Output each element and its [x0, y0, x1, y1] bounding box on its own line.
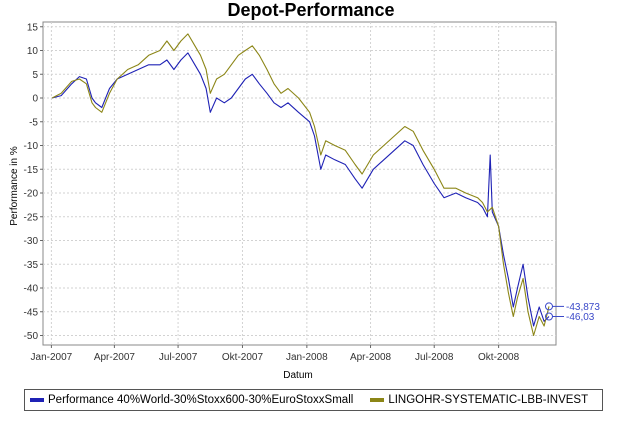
- legend-label-series-1: Performance 40%World-30%Stoxx600-30%Euro…: [48, 394, 354, 406]
- y-tick-label: -15: [24, 165, 39, 176]
- y-tick-label: -5: [29, 117, 38, 128]
- end-value-markers: -46,03-43,873: [545, 302, 600, 323]
- end-value-label-2: -43,873: [566, 302, 600, 313]
- y-tick-label: -40: [24, 284, 39, 295]
- x-tick-label: Jul-2007: [159, 352, 198, 363]
- legend-label-series-2: LINGOHR-SYSTEMATIC-LBB-INVEST: [388, 394, 589, 406]
- y-tick-label: -50: [24, 331, 39, 342]
- x-axis-ticks: Jan-2007 Apr-2007 Jul-2007 Okt-2007 Jan-2008…: [31, 345, 520, 363]
- legend-item-series-2: LINGOHR-SYSTEMATIC-LBB-INVEST: [370, 394, 588, 406]
- legend-item-series-1: Performance 40%World-30%Stoxx600-30%Euro…: [30, 394, 353, 406]
- y-tick-label: -25: [24, 212, 39, 223]
- x-tick-label: Jan-2008: [286, 352, 328, 363]
- y-tick-label: 5: [32, 70, 38, 81]
- x-axis-label: Datum: [283, 370, 312, 381]
- y-tick-label: -45: [24, 307, 39, 318]
- y-tick-label: 10: [27, 46, 39, 57]
- y-tick-label: 15: [27, 22, 39, 33]
- plot-frame: [42, 21, 557, 346]
- legend-swatch-series-2: [370, 398, 385, 402]
- x-tick-label: Jan-2007: [31, 352, 73, 363]
- y-tick-label: 0: [32, 94, 38, 105]
- grid-lines: [43, 22, 556, 345]
- x-tick-label: Okt-2008: [478, 352, 520, 363]
- y-tick-label: -35: [24, 260, 39, 271]
- x-tick-label: Apr-2007: [94, 352, 136, 363]
- y-tick-label: -30: [24, 236, 39, 247]
- y-tick-label: -20: [24, 189, 39, 200]
- legend-swatch-series-1: [30, 398, 44, 402]
- chart-legend: Performance 40%World-30%Stoxx600-30%Euro…: [24, 389, 603, 411]
- y-axis-label: Performance in %: [9, 146, 20, 226]
- chart-title: Depot-Performance: [227, 0, 394, 20]
- plot-area: [42, 21, 557, 346]
- y-tick-label: -10: [24, 141, 39, 152]
- series-line-2: [51, 33, 550, 337]
- y-axis-ticks: 15 10 5 0 -5 -10 -15 -20 -25 -30 -35 -40 -45 -50: [24, 22, 43, 342]
- end-value-label-1: -46,03: [566, 312, 595, 323]
- x-tick-label: Okt-2007: [222, 352, 264, 363]
- series-line-1: [51, 52, 550, 327]
- x-tick-label: Jul-2008: [415, 352, 454, 363]
- series-lines: [51, 33, 550, 337]
- x-tick-label: Apr-2008: [350, 352, 392, 363]
